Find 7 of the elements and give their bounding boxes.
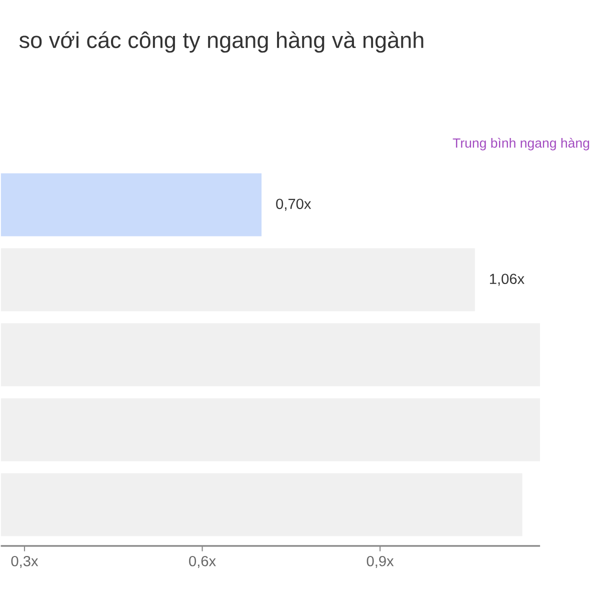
data-label: 0,70x xyxy=(276,198,312,211)
text: Trung bình ngang hàng xyxy=(452,138,590,150)
chart-title: so với các công ty ngang hàng và ngành xyxy=(19,31,424,52)
data-label: 1,06x xyxy=(490,274,524,286)
x-tick-label: 0,3x xyxy=(11,556,38,568)
x-tick-label: 0,6x xyxy=(189,556,216,568)
x-tick-label: 0,9x xyxy=(366,556,394,568)
